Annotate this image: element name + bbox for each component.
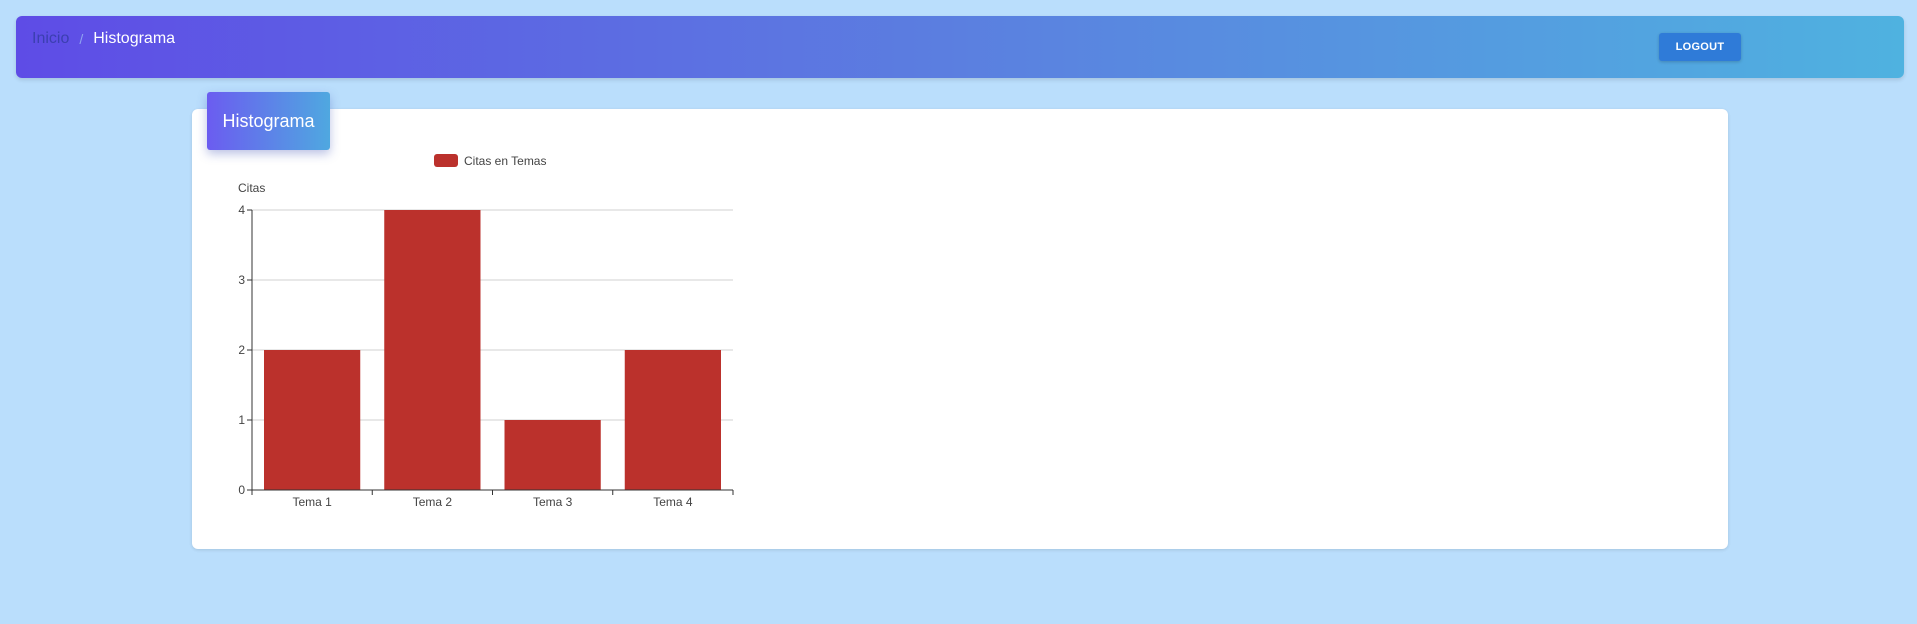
x-tick-label: Tema 1 xyxy=(292,495,332,509)
bar[interactable] xyxy=(624,350,721,490)
card-header-title: Histograma xyxy=(207,92,330,150)
y-tick-label: 0 xyxy=(238,483,245,497)
breadcrumb-home-link[interactable]: Inicio xyxy=(32,30,70,47)
x-tick-label: Tema 3 xyxy=(533,495,573,509)
y-axis-label: Citas xyxy=(238,181,265,195)
breadcrumb-separator: / xyxy=(79,31,84,47)
histogram-card: Citas en Temas Citas 0 1 2 3 4 Tema 1 Tema 2 Tema… xyxy=(192,109,1728,549)
breadcrumb: Inicio / Histograma xyxy=(32,30,175,48)
bar[interactable] xyxy=(264,350,361,490)
top-navbar: Inicio / Histograma LOGOUT xyxy=(16,16,1904,78)
x-tick-label: Tema 2 xyxy=(413,495,453,509)
legend-label[interactable]: Citas en Temas xyxy=(464,154,546,168)
y-tick-label: 2 xyxy=(238,343,245,357)
breadcrumb-current: Histograma xyxy=(93,30,176,47)
y-tick-label: 4 xyxy=(238,203,245,217)
x-tick-label: Tema 4 xyxy=(653,495,693,509)
y-tick-label: 1 xyxy=(238,413,245,427)
legend-swatch xyxy=(434,154,458,167)
bar[interactable] xyxy=(504,420,601,490)
bar[interactable] xyxy=(384,210,481,490)
histogram-chart: Citas en Temas Citas 0 1 2 3 4 Tema 1 Tema 2 Tema… xyxy=(238,154,734,509)
logout-button[interactable]: LOGOUT xyxy=(1659,33,1741,61)
y-tick-label: 3 xyxy=(238,273,245,287)
